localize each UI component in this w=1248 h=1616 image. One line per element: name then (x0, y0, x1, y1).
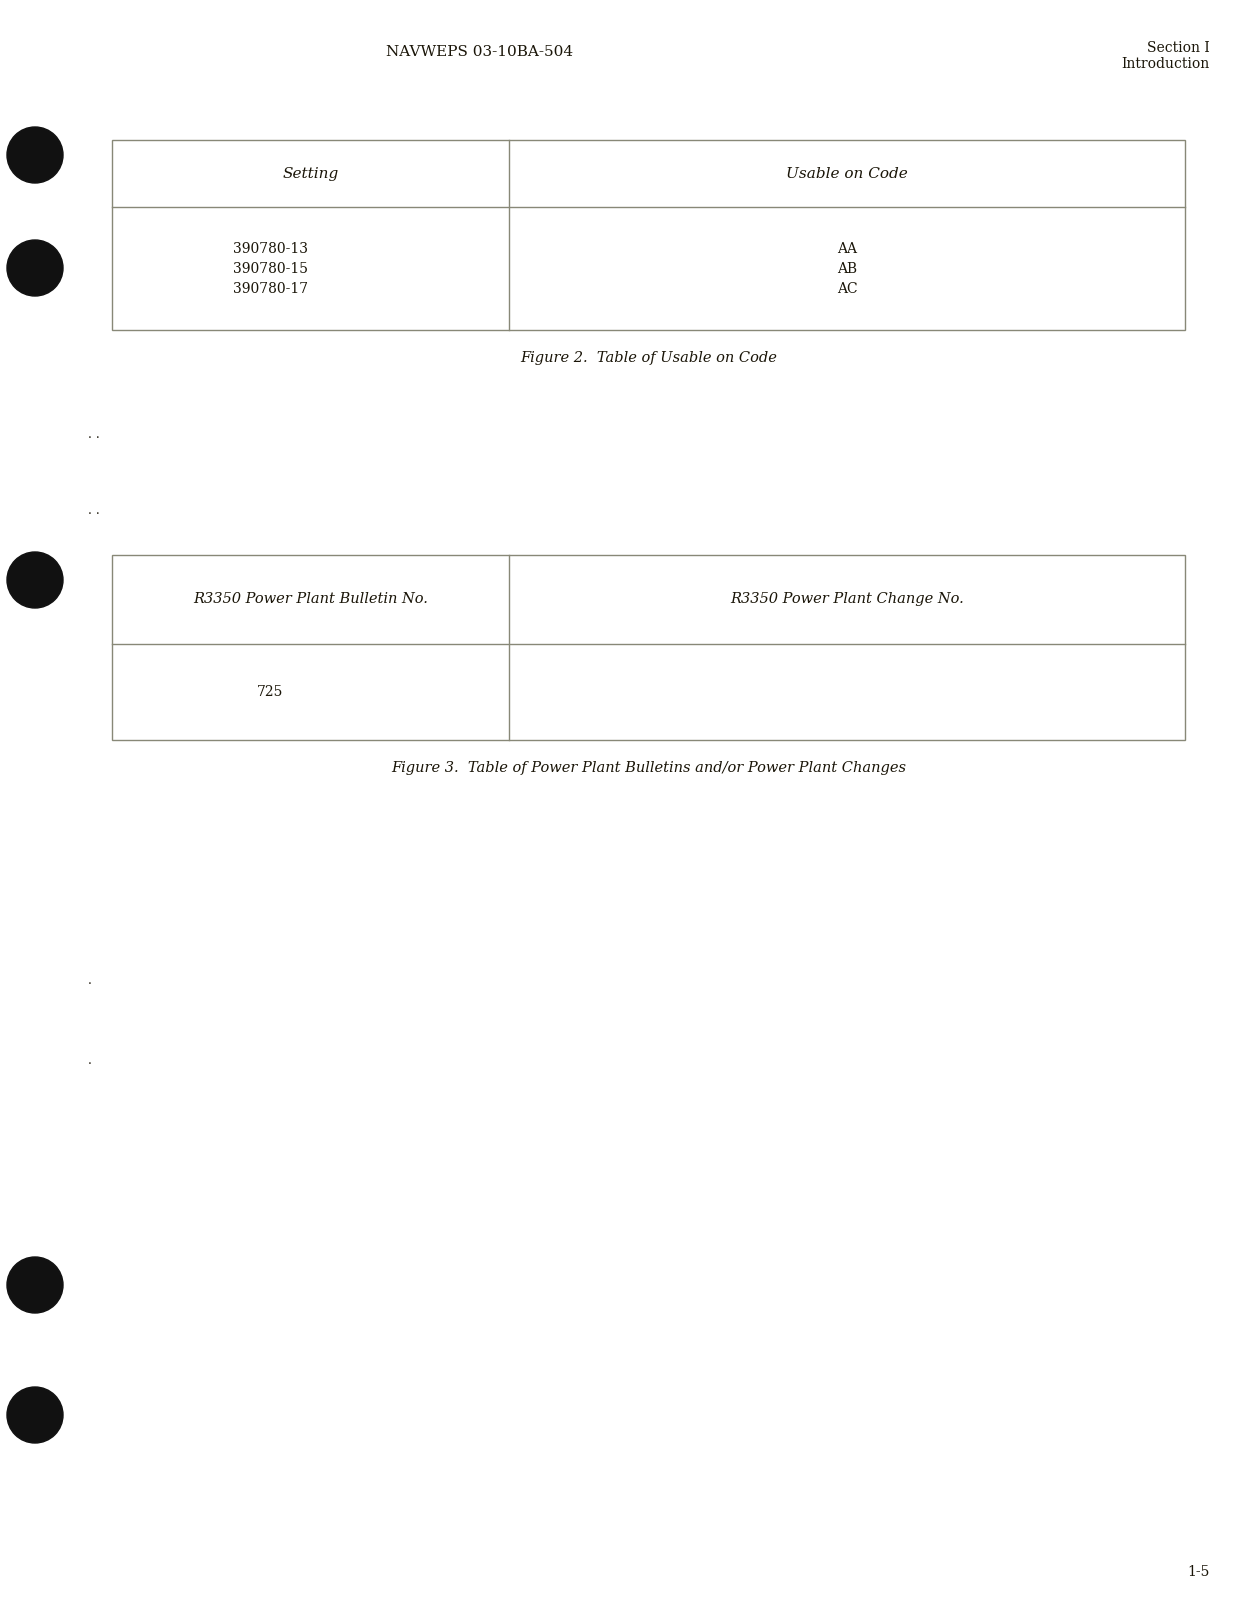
Text: 390780-17: 390780-17 (233, 281, 308, 296)
Text: . .: . . (89, 504, 100, 517)
Text: .: . (89, 973, 92, 986)
Text: Figure 2.  Table of Usable on Code: Figure 2. Table of Usable on Code (520, 351, 778, 365)
Text: Usable on Code: Usable on Code (786, 166, 907, 181)
Text: 390780-15: 390780-15 (233, 262, 308, 276)
Circle shape (7, 1257, 62, 1312)
Text: AB: AB (837, 262, 857, 276)
Text: . .: . . (89, 428, 100, 441)
Text: AC: AC (836, 281, 857, 296)
Circle shape (7, 1387, 62, 1443)
Bar (112, 141, 1186, 330)
Circle shape (7, 128, 62, 183)
Text: Figure 3.  Table of Power Plant Bulletins and/or Power Plant Changes: Figure 3. Table of Power Plant Bulletins… (391, 761, 906, 776)
Circle shape (7, 553, 62, 608)
Text: 725: 725 (257, 685, 283, 698)
Bar (112, 554, 1186, 740)
Text: 390780-13: 390780-13 (233, 242, 308, 255)
Text: NAVWEPS 03-10BA-504: NAVWEPS 03-10BA-504 (387, 45, 574, 60)
Text: AA: AA (837, 242, 857, 255)
Text: Introduction: Introduction (1122, 57, 1211, 71)
Text: R3350 Power Plant Bulletin No.: R3350 Power Plant Bulletin No. (193, 593, 428, 606)
Text: 1-5: 1-5 (1188, 1564, 1211, 1579)
Text: Setting: Setting (282, 166, 338, 181)
Circle shape (7, 241, 62, 296)
Text: .: . (89, 1054, 92, 1067)
Text: R3350 Power Plant Change No.: R3350 Power Plant Change No. (730, 593, 963, 606)
Text: Section I: Section I (1147, 40, 1211, 55)
